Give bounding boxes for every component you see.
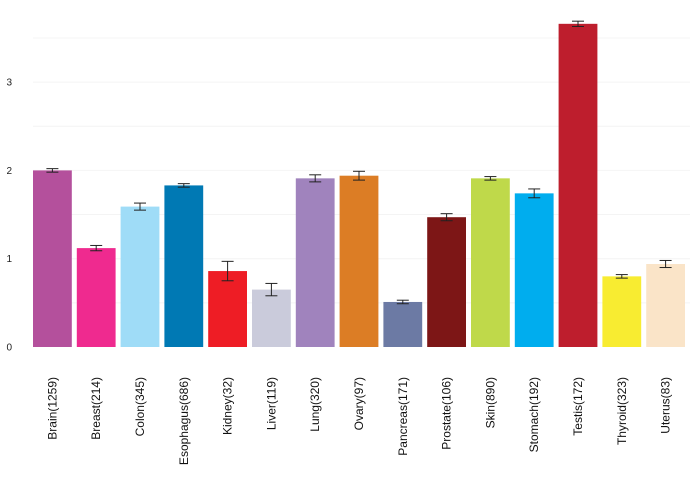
x-tick-label: Ovary(97): [352, 377, 366, 430]
bar: [427, 217, 466, 347]
bar: [383, 301, 423, 347]
x-tick-label: Esophagus(686): [177, 377, 191, 465]
x-tick-label: Thyroid(323): [615, 377, 629, 445]
y-tick-label: 0: [6, 343, 12, 354]
error-bar: [90, 244, 103, 252]
y-tick-label: 1: [6, 254, 12, 265]
bar: [558, 23, 598, 348]
error-bar: [572, 20, 584, 27]
error-bar: [353, 170, 365, 181]
x-tick-label: Stomach(192): [527, 377, 541, 452]
bar: [339, 175, 379, 347]
x-tick-label: Testis(172): [571, 377, 585, 436]
x-tick-label: Colon(345): [133, 377, 147, 436]
bar: [295, 178, 335, 347]
bars: [33, 23, 685, 348]
error-bar: [309, 174, 322, 183]
y-axis-ticks: 0 1 2 3: [6, 78, 12, 354]
x-tick-label: Lung(320): [308, 377, 322, 432]
y-tick-label: 2: [6, 166, 12, 177]
error-bar: [46, 168, 59, 173]
error-bar: [615, 274, 628, 279]
x-tick-label: Pancreas(171): [396, 377, 410, 456]
error-bar: [440, 213, 453, 222]
bar: [164, 185, 204, 347]
bar: [602, 276, 642, 347]
error-bars: [46, 20, 672, 305]
error-bar: [659, 259, 672, 269]
bar: [76, 248, 116, 347]
x-tick-label: Kidney(32): [221, 377, 235, 435]
x-tick-label: Brain(1259): [45, 377, 59, 440]
x-tick-label: Prostate(106): [440, 377, 454, 450]
bar: [208, 271, 247, 347]
error-bar: [528, 188, 541, 199]
error-bar: [396, 299, 409, 305]
x-axis-labels: Brain(1259) Breast(214) Colon(345) Esophagu…: [45, 377, 672, 465]
x-tick-label: Uterus(83): [659, 377, 673, 434]
error-bar: [221, 260, 234, 282]
y-tick-label: 3: [6, 78, 12, 89]
error-bar: [134, 202, 146, 211]
error-bar: [177, 183, 190, 188]
bar: [252, 289, 291, 347]
x-tick-label: Breast(214): [89, 377, 103, 440]
x-tick-label: Liver(119): [264, 377, 278, 430]
error-bar: [265, 282, 278, 297]
x-tick-label: Skin(890): [483, 377, 497, 428]
error-bar: [484, 176, 497, 181]
bar: [646, 263, 685, 347]
bar: [33, 170, 72, 347]
bar: [471, 178, 510, 347]
bar: [120, 206, 160, 347]
bar: [514, 193, 554, 347]
